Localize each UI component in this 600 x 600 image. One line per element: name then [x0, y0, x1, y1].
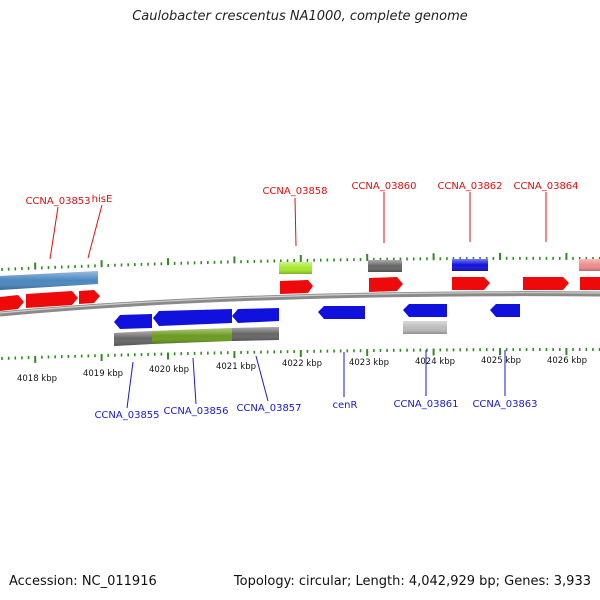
forward-gene-arrow[interactable]	[280, 280, 313, 294]
forward-gene-arrow[interactable]	[0, 295, 24, 311]
kbp-scale-labels: 4018 kbp 4019 kbp 4020 kbp 4021 kbp 4022…	[17, 356, 587, 384]
gene-label-ccna-03857[interactable]: CCNA_03857	[236, 403, 301, 414]
kbp-label: 4025 kbp	[481, 356, 521, 366]
reverse-gene-arrow[interactable]	[232, 308, 279, 323]
backbone-highlight	[0, 292, 600, 314]
forward-gene-arrow[interactable]	[369, 277, 403, 292]
gene-label-cenr[interactable]: cenR	[333, 400, 358, 411]
gene-label-ccna-03860[interactable]: CCNA_03860	[351, 181, 416, 192]
map-title: Caulobacter crescentus NA1000, complete …	[132, 9, 468, 24]
chromosome-backbone	[0, 291, 600, 317]
forward-strand-genes	[0, 277, 600, 311]
gene-label-ccna-03853[interactable]: CCNA_03853	[25, 196, 90, 207]
gene-label-ccna-03862[interactable]: CCNA_03862	[437, 181, 502, 192]
forward-gene-arrow[interactable]	[26, 291, 78, 308]
kbp-label: 4026 kbp	[547, 356, 587, 366]
gene-label-ccna-03855[interactable]: CCNA_03855	[94, 410, 159, 421]
reverse-gene-arrow[interactable]	[114, 314, 152, 329]
forward-gene-labels: CCNA_03853 hisE CCNA_03858 CCNA_03860 CC…	[25, 181, 579, 260]
reverse-gene-arrow[interactable]	[403, 304, 447, 317]
topology-summary: Topology: circular; Length: 4,042,929 bp…	[233, 574, 591, 589]
reverse-gene-arrow[interactable]	[490, 304, 520, 317]
forward-gene-arrow[interactable]	[580, 277, 600, 290]
kbp-label: 4019 kbp	[83, 369, 123, 379]
kbp-label: 4024 kbp	[415, 357, 455, 367]
gene-label-ccna-03863[interactable]: CCNA_03863	[472, 399, 537, 410]
gene-label-ccna-03861[interactable]: CCNA_03861	[393, 399, 458, 410]
kbp-label: 4022 kbp	[282, 359, 322, 369]
forward-gene-arrow[interactable]	[79, 290, 100, 304]
lower-feature-bars	[114, 321, 447, 346]
kbp-label: 4023 kbp	[349, 358, 389, 368]
gene-label-ccna-03856[interactable]: CCNA_03856	[163, 406, 228, 417]
accession-text: Accession: NC_011916	[9, 574, 157, 589]
gene-label-ccna-03858[interactable]: CCNA_03858	[262, 186, 327, 197]
reverse-gene-arrow[interactable]	[153, 309, 232, 326]
reverse-gene-labels: CCNA_03855 CCNA_03856 CCNA_03857 cenR CC…	[94, 350, 538, 421]
kbp-label: 4018 kbp	[17, 374, 57, 384]
forward-gene-arrow[interactable]	[452, 277, 490, 290]
kbp-label: 4021 kbp	[216, 362, 256, 372]
upper-feature-bars	[0, 259, 600, 290]
reverse-gene-arrow[interactable]	[318, 306, 365, 319]
reverse-strand-genes	[114, 304, 520, 329]
gene-label-ccna-03864[interactable]: CCNA_03864	[513, 181, 578, 192]
kbp-label: 4020 kbp	[149, 365, 189, 375]
forward-gene-arrow[interactable]	[523, 277, 569, 290]
gene-label-hise[interactable]: hisE	[92, 194, 113, 205]
